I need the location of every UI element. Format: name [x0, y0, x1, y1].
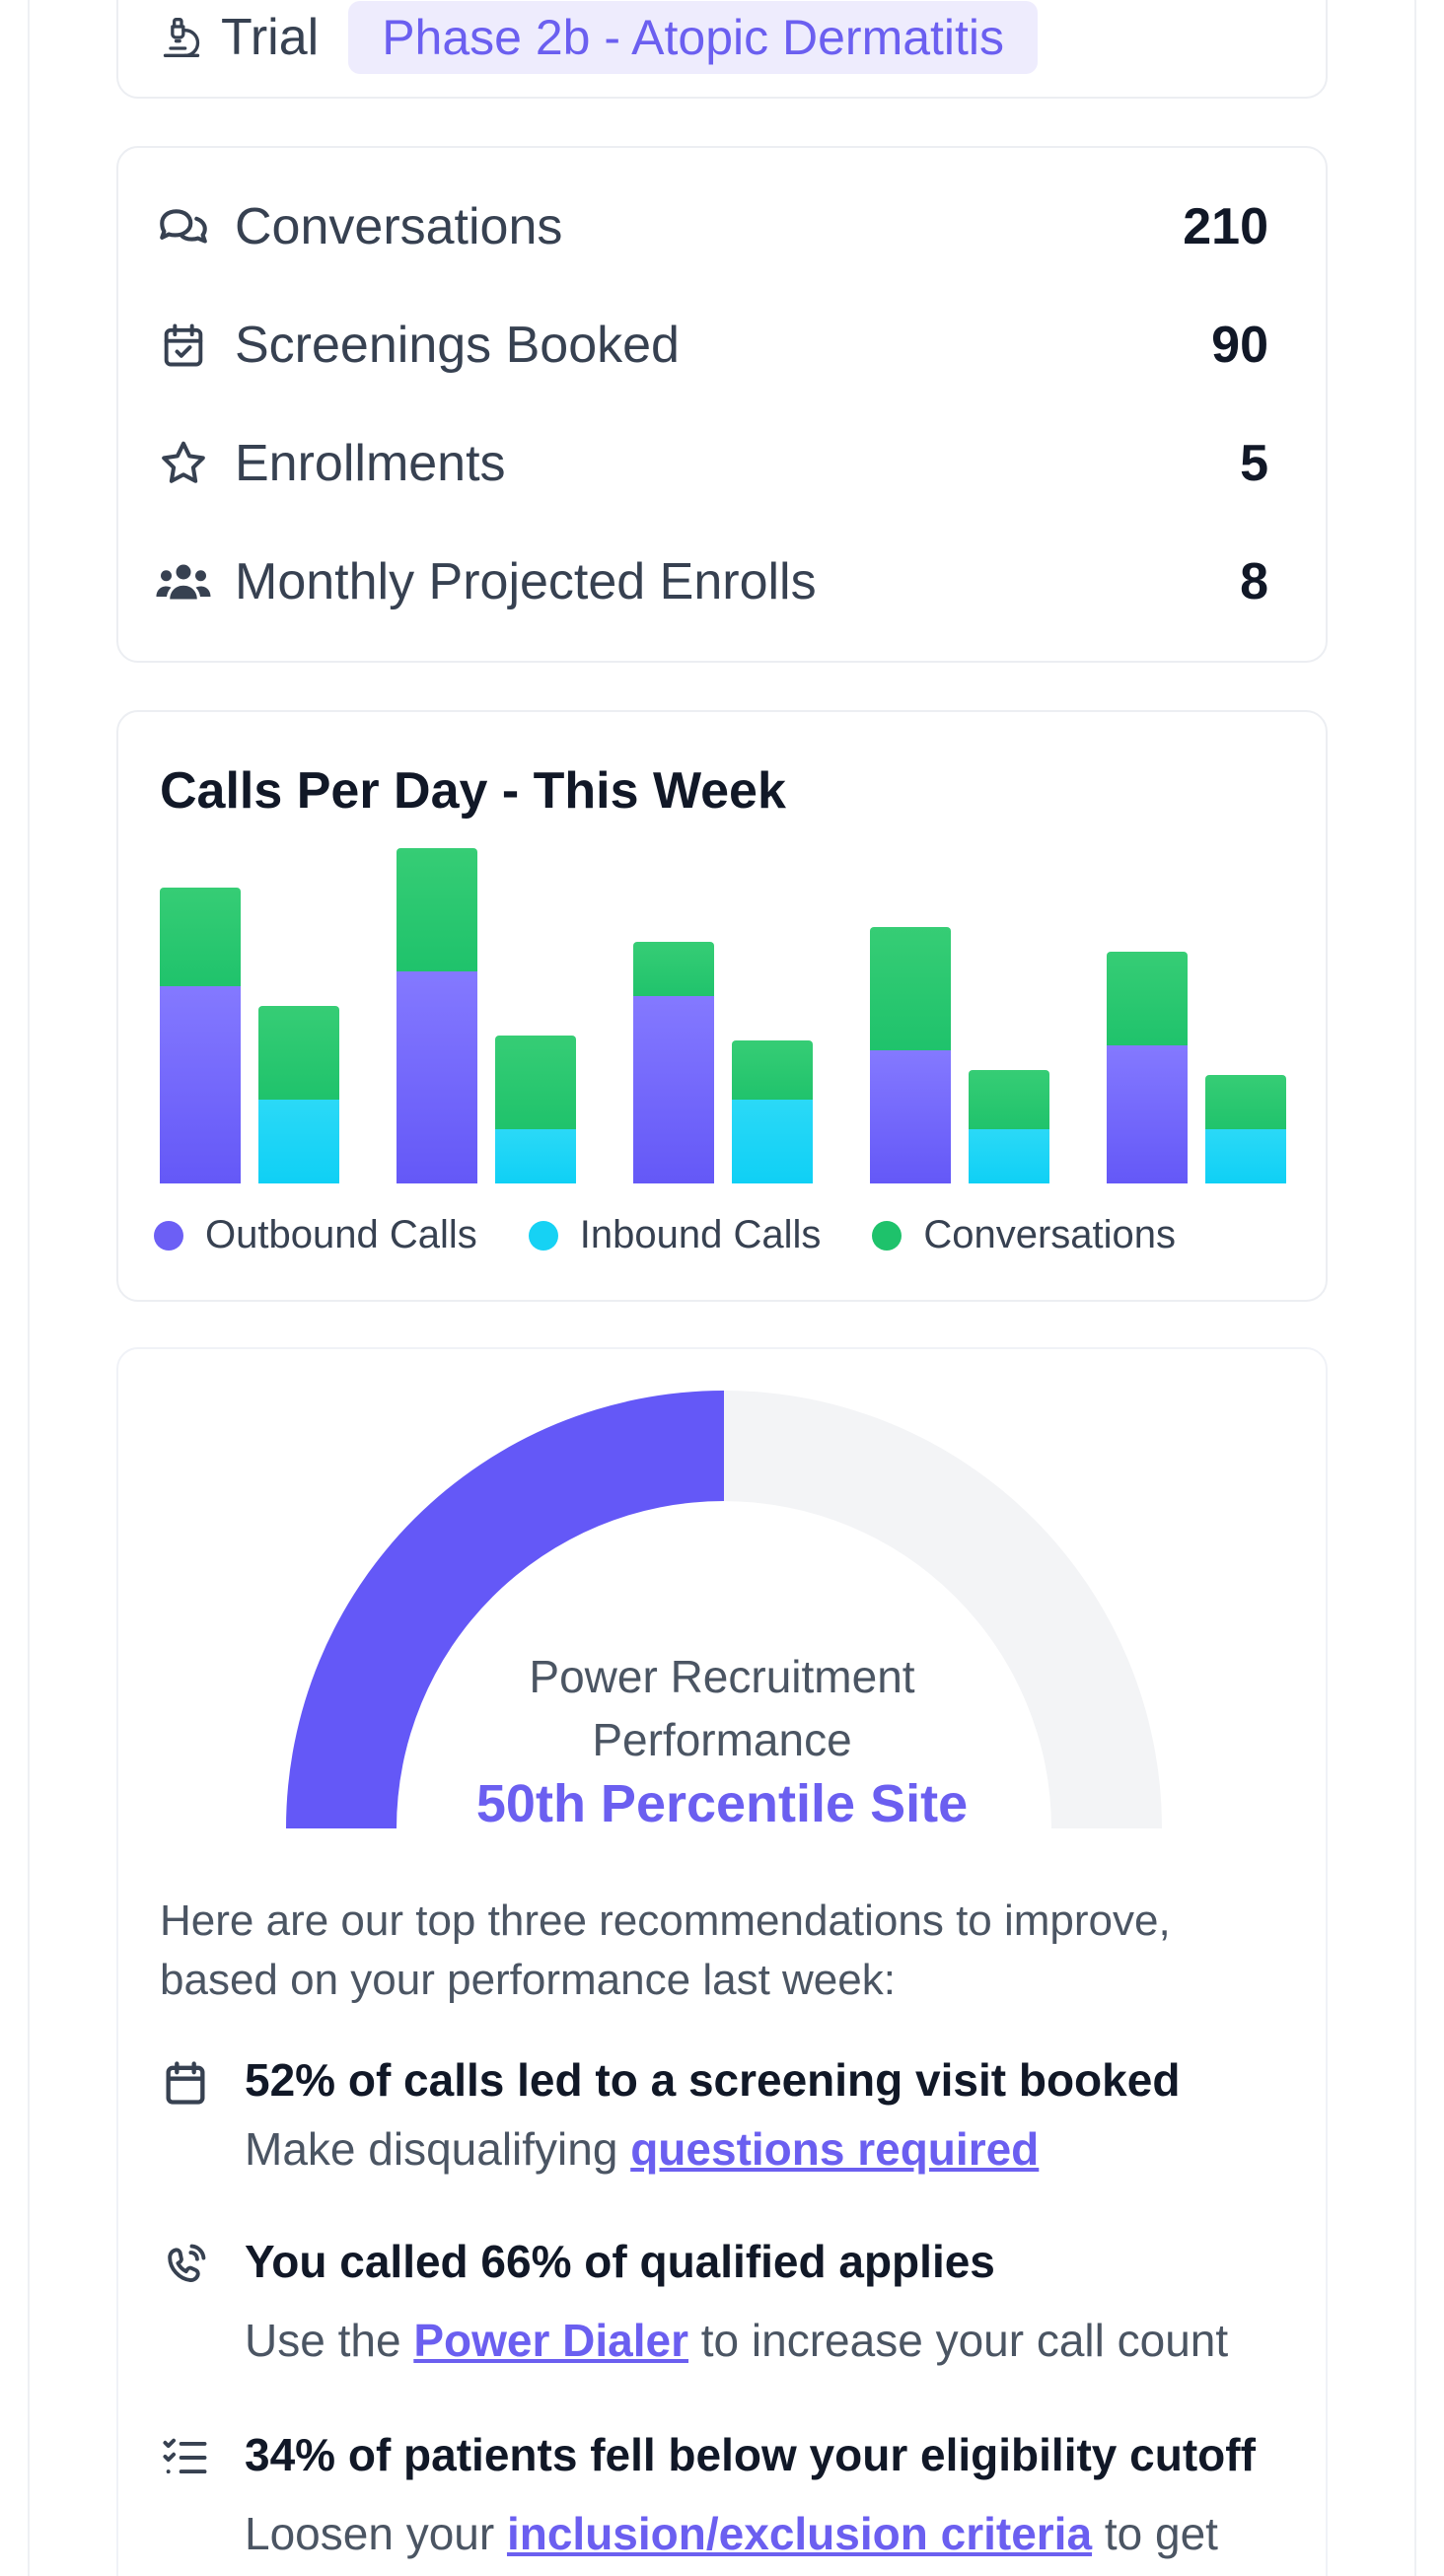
stat-label: Monthly Projected Enrolls	[235, 553, 817, 610]
stat-row-enrollments: Enrollments 5	[154, 424, 1268, 503]
legend-dot	[154, 1220, 183, 1251]
bar-outbound-calls	[633, 996, 714, 1183]
recommendation-text-pre: Use the	[245, 2315, 414, 2366]
bar-outbound-calls	[397, 971, 477, 1183]
bar-outbound-conversations	[397, 848, 477, 977]
trial-row: Trial Phase 2b - Atopic Dermatitis	[160, 1, 1039, 74]
legend-label: Conversations	[923, 1213, 1177, 1256]
bar-outbound-conversations	[1107, 952, 1188, 1051]
recommendation-title: You called 66% of qualified applies	[245, 2236, 995, 2287]
gauge-percentile-value: 50th Percentile Site	[475, 1774, 969, 1833]
bar-outbound-calls	[870, 1050, 951, 1183]
recommendation-text-pre: Make disqualifying	[245, 2123, 631, 2175]
legend-item-outbound: Outbound Calls	[154, 1213, 477, 1257]
phone-ringing-icon	[168, 2244, 206, 2282]
bar-inbound-calls	[1205, 1129, 1286, 1183]
bar-inbound-conversations	[1205, 1075, 1286, 1135]
stats-card: Conversations 210 Screenings Booked 90 E…	[116, 146, 1328, 663]
legend-dot	[872, 1220, 902, 1251]
stat-label: Enrollments	[235, 435, 506, 492]
trial-label: Trial	[221, 9, 320, 66]
bar-outbound-calls	[160, 986, 241, 1183]
bar-inbound-calls	[495, 1129, 576, 1183]
trial-card: Trial Phase 2b - Atopic Dermatitis	[116, 0, 1328, 99]
bar-outbound-conversations	[870, 927, 951, 1056]
recommendation-text-post: to increase your call count	[688, 2315, 1229, 2366]
stat-value: 8	[1240, 553, 1268, 610]
bar-outbound-conversations	[160, 888, 241, 992]
bar-outbound-calls	[1107, 1045, 1188, 1183]
power-dialer-link[interactable]: Power Dialer	[413, 2315, 688, 2366]
legend-item-conversations: Conversations	[872, 1213, 1176, 1257]
stat-value: 210	[1183, 198, 1268, 255]
bar-inbound-conversations	[495, 1036, 576, 1135]
recommendation-title: 34% of patients fell below your eligibil…	[245, 2429, 1256, 2480]
chart-title: Calls Per Day - This Week	[160, 762, 786, 820]
calendar-icon	[166, 2061, 205, 2105]
legend-item-inbound: Inbound Calls	[528, 1213, 822, 1257]
bar-inbound-conversations	[258, 1006, 339, 1106]
bar-inbound-calls	[969, 1129, 1049, 1183]
stat-row-screenings: Screenings Booked 90	[154, 306, 1268, 385]
recommendation-text: Use the Power Dialer to increase your ca…	[245, 2314, 1228, 2367]
recommendation-text: Loosen your inclusion/exclusion criteria…	[245, 2507, 1218, 2560]
stat-label: Conversations	[235, 198, 563, 255]
stat-value: 90	[1211, 317, 1268, 374]
bar-outbound-conversations	[633, 942, 714, 1002]
recommendation-text: Make disqualifying questions required	[245, 2122, 1039, 2176]
bar-inbound-conversations	[732, 1040, 813, 1106]
trial-badge[interactable]: Phase 2b - Atopic Dermatitis	[348, 1, 1039, 74]
stat-label: Screenings Booked	[235, 317, 680, 374]
star-icon	[154, 434, 213, 493]
recommendation-text-post: to get	[1092, 2508, 1218, 2559]
bar-inbound-calls	[732, 1100, 813, 1183]
checklist-icon	[163, 2438, 207, 2474]
chart-card: Calls Per Day - This Week Outbound Calls…	[116, 710, 1328, 1302]
bar-inbound-calls	[258, 1100, 339, 1183]
stat-row-conversations: Conversations 210	[154, 187, 1268, 266]
legend-dot	[528, 1220, 558, 1251]
microscope-icon	[163, 18, 200, 57]
recommendation-title: 52% of calls led to a screening visit bo…	[245, 2054, 1181, 2106]
legend-label: Inbound Calls	[579, 1213, 822, 1256]
percentile-gauge	[286, 1391, 1162, 1828]
performance-card: Power Recruitment Performance 50th Perce…	[116, 1347, 1328, 2576]
inclusion-exclusion-criteria-link[interactable]: inclusion/exclusion criteria	[506, 2508, 1093, 2559]
chat-icon	[154, 197, 213, 256]
users-icon	[154, 552, 213, 611]
stat-row-monthly-projected: Monthly Projected Enrolls 8	[154, 542, 1268, 621]
chart-legend: Outbound Calls Inbound Calls Conversatio…	[154, 1213, 1227, 1257]
questions-required-link[interactable]: questions required	[630, 2123, 1040, 2175]
legend-label: Outbound Calls	[205, 1213, 477, 1256]
gauge-caption-line1: Power Recruitment	[529, 1651, 915, 1702]
gauge-fill	[286, 1391, 724, 1828]
bar-chart	[160, 848, 1286, 1183]
gauge-caption-line2: Performance	[592, 1714, 852, 1765]
recommendation-text-pre: Loosen your	[245, 2508, 507, 2559]
recommendations-intro: Here are our top three recommendations t…	[160, 1896, 1171, 2004]
stat-value: 5	[1240, 435, 1268, 492]
calendar-check-icon	[154, 316, 213, 375]
bar-inbound-conversations	[969, 1070, 1049, 1135]
